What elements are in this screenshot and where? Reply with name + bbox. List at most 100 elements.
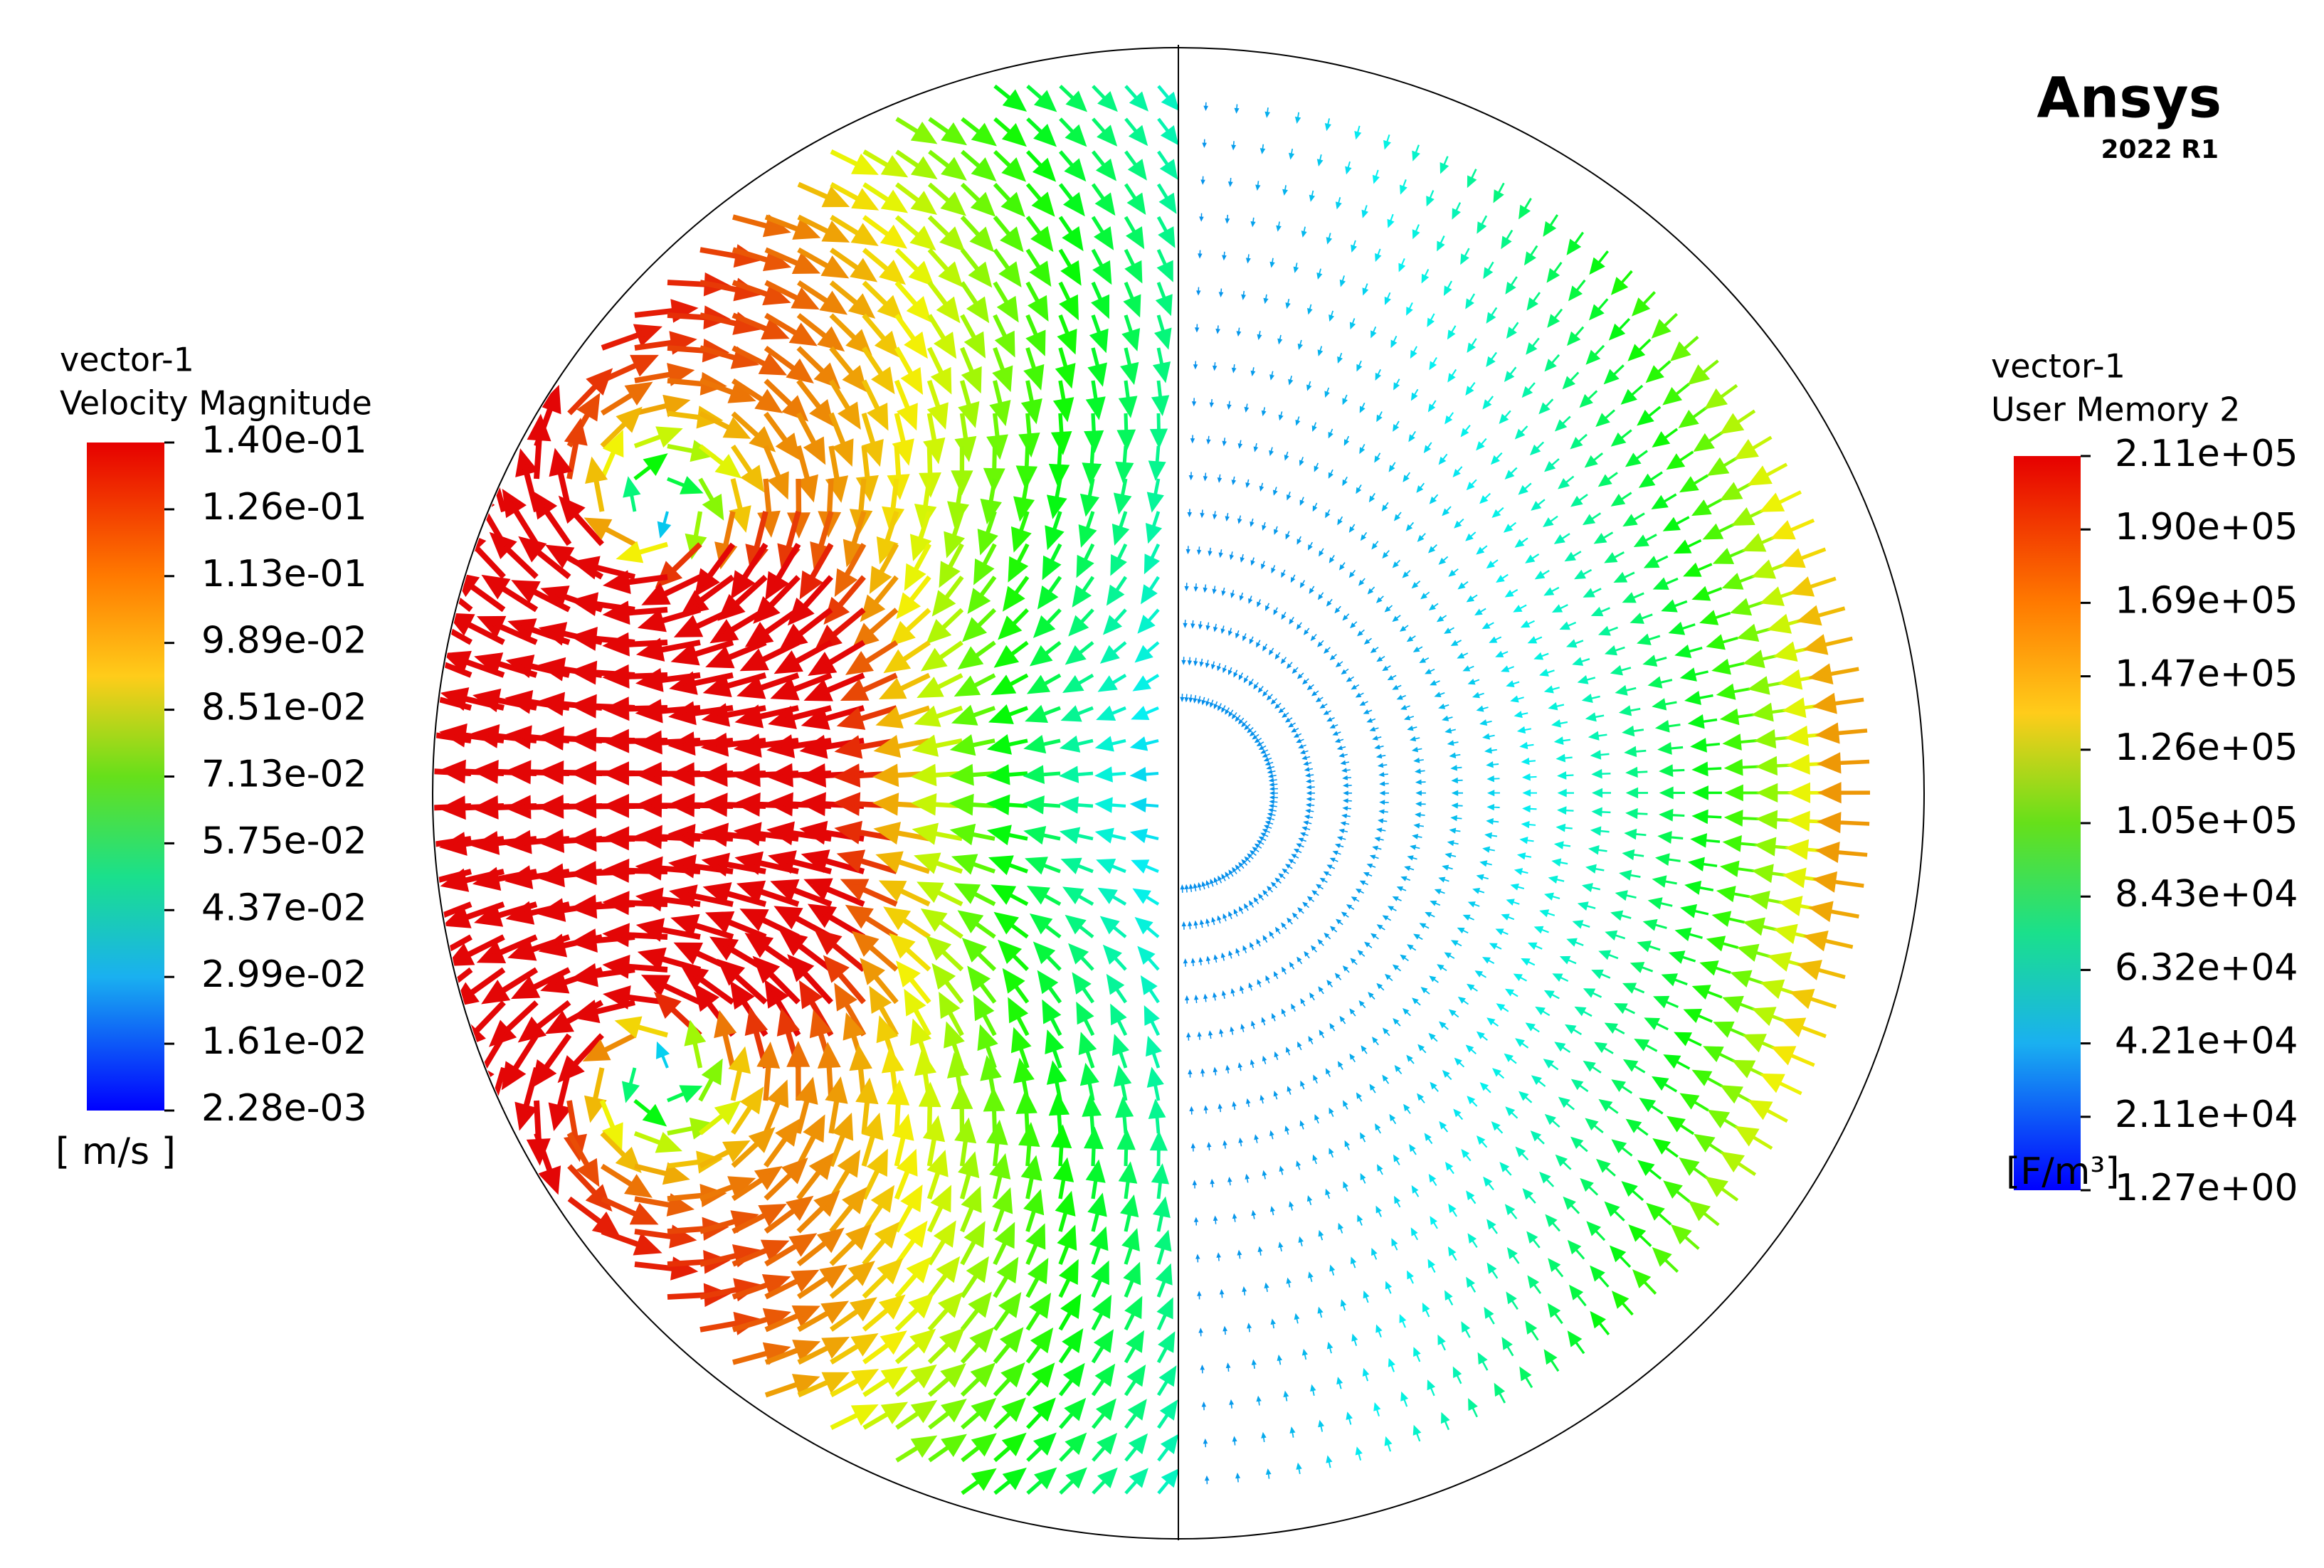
vector-arrow	[1203, 102, 1209, 112]
vector-arrow	[1311, 945, 1317, 953]
vector-arrow	[1059, 85, 1088, 112]
vector-arrow	[1802, 634, 1853, 655]
vector-arrow	[960, 1291, 992, 1331]
vector-arrow	[862, 1258, 904, 1299]
vector-arrow	[1227, 667, 1232, 676]
vector-arrow	[1506, 680, 1520, 687]
vector-arrow	[1262, 689, 1269, 697]
vector-arrow	[917, 881, 963, 906]
vector-arrow	[1258, 745, 1267, 751]
vector-arrow	[1545, 1214, 1561, 1232]
vector-arrow	[1417, 1044, 1427, 1054]
vector-arrow	[1543, 586, 1560, 596]
vector-arrow	[764, 1195, 814, 1234]
vector-arrow	[1570, 1136, 1588, 1153]
vector-arrow	[1192, 1180, 1198, 1189]
vector-arrow	[1194, 995, 1199, 1003]
vector-arrow	[904, 988, 931, 1037]
vector-arrow	[1146, 1066, 1164, 1101]
vector-arrow	[1237, 440, 1243, 449]
vector-arrow	[1299, 749, 1309, 755]
vector-arrow	[1633, 534, 1657, 548]
vector-arrow	[1362, 283, 1369, 296]
vector-arrow	[1448, 1009, 1459, 1018]
vector-arrow	[1438, 703, 1449, 709]
vector-arrow	[1215, 325, 1220, 334]
vector-arrow	[1619, 869, 1641, 881]
vector-arrow	[1654, 720, 1681, 733]
vector-arrow	[1091, 1363, 1116, 1397]
vector-arrow	[1213, 954, 1218, 963]
vector-arrow	[1058, 150, 1087, 182]
vector-arrow	[1817, 752, 1870, 774]
vector-arrow	[1090, 1260, 1109, 1298]
vector-arrow	[1235, 1472, 1241, 1483]
vector-arrow	[1288, 859, 1296, 864]
vector-arrow	[1572, 657, 1590, 666]
vector-arrow	[1383, 134, 1391, 150]
vector-arrow	[795, 1076, 818, 1134]
vector-arrow	[1412, 834, 1422, 839]
vector-arrow	[797, 247, 850, 279]
vector-arrow	[1298, 1236, 1304, 1246]
vector-arrow	[1197, 1031, 1202, 1040]
vector-arrow	[1419, 923, 1430, 929]
vector-arrow	[1235, 714, 1241, 722]
vector-arrow	[1262, 935, 1268, 943]
vector-arrow	[1238, 1137, 1243, 1147]
vector-arrow	[1078, 511, 1097, 548]
vector-arrow	[1153, 314, 1172, 350]
vector-arrow	[1329, 724, 1338, 729]
vector-arrow	[1503, 521, 1517, 533]
vector-arrow	[1121, 1228, 1140, 1265]
vector-arrow	[1417, 1093, 1425, 1103]
vector-arrow	[993, 216, 1024, 253]
vector-arrow	[961, 608, 997, 642]
vector-arrow	[1212, 992, 1218, 1001]
vector-arrow	[840, 879, 898, 907]
vector-arrow	[1476, 545, 1488, 555]
vector-arrow	[1091, 1329, 1114, 1364]
vector-arrow	[1437, 235, 1445, 252]
vector-arrow	[1476, 438, 1487, 451]
vector-arrow	[1442, 506, 1452, 517]
vector-arrow	[1496, 1003, 1509, 1012]
vector-arrow	[1564, 551, 1582, 562]
vector-arrow	[1476, 1135, 1488, 1148]
vector-arrow	[1085, 1159, 1106, 1199]
vector-arrow	[764, 312, 818, 346]
vector-arrow	[1084, 1126, 1104, 1167]
vector-arrow	[1520, 620, 1535, 628]
vector-arrow	[1812, 871, 1864, 893]
vector-arrow	[1261, 1017, 1266, 1026]
vector-arrow	[1222, 251, 1227, 261]
vector-arrow	[861, 1148, 888, 1200]
vector-arrow	[1058, 1328, 1084, 1364]
vector-arrow	[1468, 1398, 1478, 1418]
vector-arrow	[1622, 592, 1644, 603]
vector-arrow	[1328, 428, 1333, 439]
vector-arrow	[1748, 1100, 1788, 1123]
vector-arrow	[1299, 580, 1306, 588]
vector-arrow	[1597, 625, 1618, 636]
vector-arrow	[1085, 380, 1106, 420]
vector-arrow	[993, 1327, 1024, 1364]
vector-arrow	[1759, 490, 1802, 512]
vector-arrow	[621, 1067, 640, 1103]
vector-arrow	[765, 542, 801, 600]
vector-arrow	[1722, 733, 1757, 751]
vector-arrow	[931, 963, 964, 1004]
vector-arrow	[1026, 117, 1057, 147]
vector-arrow	[1134, 641, 1160, 663]
vector-arrow	[1399, 625, 1409, 632]
vector-arrow	[1359, 443, 1366, 455]
vector-arrow	[1023, 735, 1061, 754]
vector-arrow	[1222, 438, 1227, 447]
vector-arrow	[1025, 1327, 1054, 1364]
vector-arrow	[1343, 435, 1350, 446]
vector-arrow	[1253, 896, 1259, 904]
vector-arrow	[1221, 587, 1226, 596]
vector-arrow	[977, 511, 998, 556]
vector-arrow	[1662, 516, 1690, 531]
